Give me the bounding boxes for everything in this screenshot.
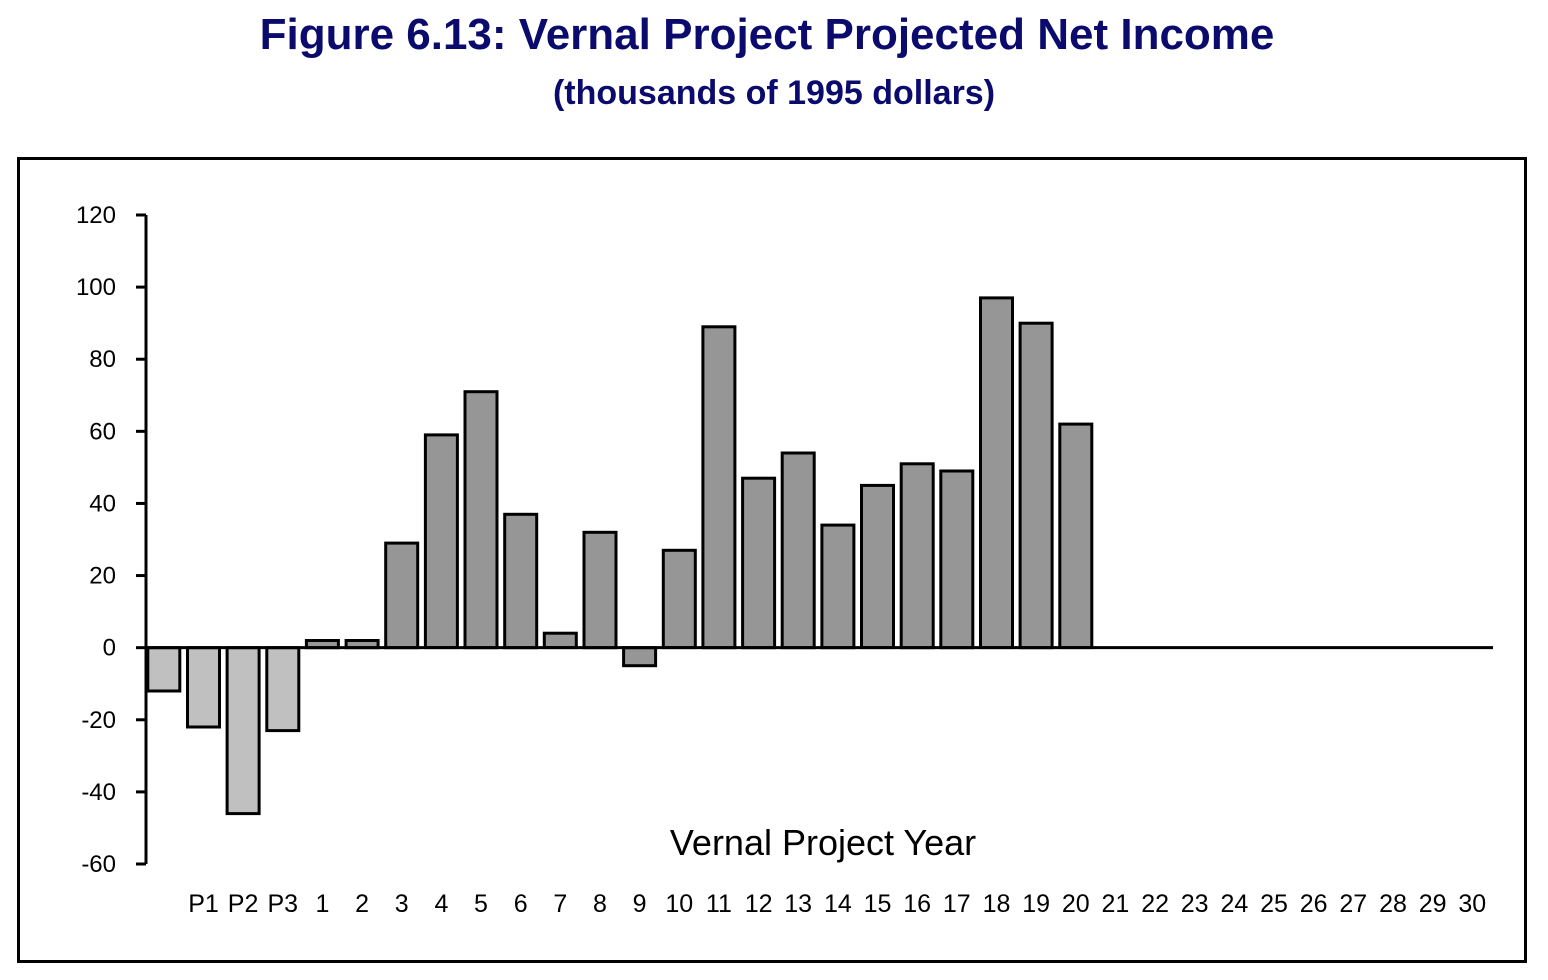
bar-10 [661, 548, 697, 650]
bar-6 [503, 512, 539, 650]
x-tick-label: P1 [188, 890, 219, 918]
x-tick-label: 5 [474, 890, 488, 918]
bar-3 [384, 541, 420, 650]
x-tick-label: 7 [553, 890, 567, 918]
bar-9 [622, 646, 658, 668]
x-tick-label: 16 [903, 890, 931, 918]
bar-16 [899, 462, 935, 650]
x-tick-label: 15 [864, 890, 892, 918]
y-tick-label: 60 [89, 418, 116, 445]
x-tick-label: 29 [1419, 890, 1447, 918]
x-axis-label: Vernal Project Year [670, 822, 976, 863]
bar-18 [979, 296, 1014, 650]
bar-5 [463, 390, 499, 650]
x-tick-label: 8 [593, 890, 607, 918]
x-tick-label: 20 [1062, 890, 1090, 918]
x-tick-label: 24 [1220, 890, 1248, 918]
bar-pre-0 [146, 646, 182, 693]
x-tick-label: 2 [355, 890, 369, 918]
bar-p3 [265, 646, 301, 733]
x-tick-label: 9 [633, 890, 647, 918]
y-tick-label: 100 [76, 274, 116, 301]
bar-4 [423, 433, 459, 650]
chart-frame [17, 157, 1527, 963]
y-tick-label: 40 [89, 490, 116, 517]
x-tick-label: 3 [395, 890, 409, 918]
bar-7 [542, 631, 578, 650]
y-tick-label: 120 [76, 202, 116, 229]
bar-p1 [186, 646, 221, 729]
x-tick-label: 10 [665, 890, 693, 918]
x-tick-label: 18 [983, 890, 1011, 918]
chart-subtitle: (thousands of 1995 dollars) [552, 74, 996, 112]
x-tick-label: 6 [514, 890, 528, 918]
x-tick-label: 22 [1141, 890, 1169, 918]
y-tick-label: 80 [89, 346, 116, 373]
x-tick-label: 25 [1260, 890, 1288, 918]
x-tick-label: P3 [268, 890, 299, 918]
bar-15 [860, 483, 895, 650]
x-tick-label: 12 [745, 890, 773, 918]
y-tick-label: 20 [89, 563, 116, 590]
y-tick-label: -40 [81, 779, 116, 806]
x-tick-label: 1 [315, 890, 329, 918]
bar-8 [582, 530, 618, 650]
chart-title: Figure 6.13: Vernal Project Projected Ne… [259, 10, 1275, 59]
x-tick-label: 19 [1022, 890, 1050, 918]
y-tick-label: 0 [103, 635, 116, 662]
bar-p2 [225, 646, 261, 816]
bar-11 [701, 325, 737, 650]
x-tick-label: P2 [228, 890, 259, 918]
x-tick-label: 23 [1181, 890, 1209, 918]
x-tick-label: 17 [943, 890, 971, 918]
bar-13 [780, 451, 816, 650]
bars-layer [146, 296, 1094, 816]
bar-20 [1058, 422, 1094, 650]
x-tick-label: 21 [1101, 890, 1129, 918]
bar-12 [741, 476, 777, 650]
x-tick-label: 11 [706, 890, 732, 918]
bar-14 [820, 523, 856, 650]
bar-17 [939, 469, 975, 650]
x-tick-label: 30 [1458, 890, 1486, 918]
x-tick-label: 13 [784, 890, 812, 918]
x-tick-label: 14 [824, 890, 852, 918]
x-tick-label: 27 [1339, 890, 1367, 918]
x-tick-label: 28 [1379, 890, 1407, 918]
x-tick-label: 26 [1300, 890, 1328, 918]
y-tick-label: -60 [81, 851, 116, 878]
x-tick-label: 4 [434, 890, 448, 918]
y-tick-label: -20 [81, 707, 116, 734]
bar-19 [1018, 321, 1054, 650]
